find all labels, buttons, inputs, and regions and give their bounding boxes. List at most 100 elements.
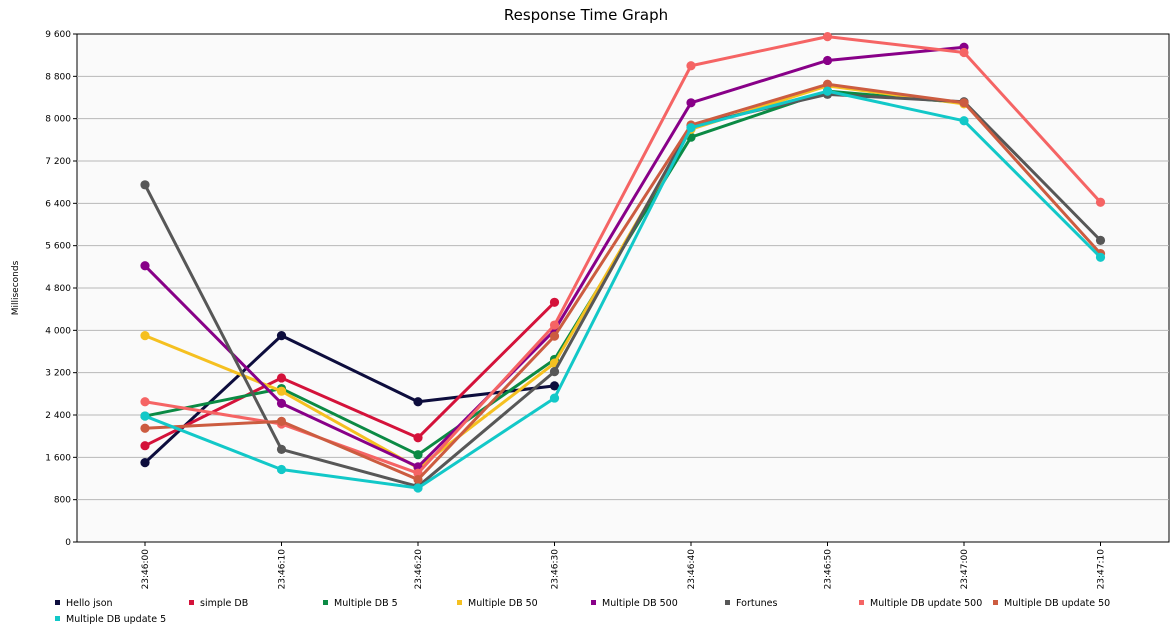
legend-swatch — [591, 600, 596, 605]
x-tick-label: 23:46:10 — [278, 549, 288, 590]
legend-swatch — [55, 600, 60, 605]
y-tick-label: 4 800 — [45, 284, 71, 294]
legend-swatch — [323, 600, 328, 605]
series-line — [144, 89, 1102, 490]
data-point — [959, 47, 969, 58]
data-point — [140, 423, 150, 433]
data-point — [686, 123, 696, 133]
data-point — [413, 474, 423, 485]
legend-swatch — [457, 600, 462, 605]
legend-label: Multiple DB update 500 — [870, 598, 982, 609]
data-point — [686, 61, 696, 71]
y-tick-label: 7 200 — [45, 157, 71, 167]
gridlines — [77, 75, 1169, 501]
y-tick-label: 2 400 — [45, 411, 71, 421]
data-point — [822, 32, 833, 42]
legend-item: simple DB — [189, 598, 248, 609]
legend-label: simple DB — [200, 598, 248, 609]
data-point — [549, 331, 560, 341]
data-point — [140, 441, 150, 451]
legend-item: Multiple DB 5 — [323, 598, 398, 609]
chart-title: Response Time Graph — [504, 6, 668, 24]
data-point — [276, 373, 287, 383]
data-point — [549, 367, 560, 377]
data-point — [276, 398, 287, 408]
y-tick-label: 5 600 — [45, 242, 71, 252]
x-tick-label: 23:46:50 — [824, 549, 834, 590]
x-tick-label: 23:46:20 — [414, 549, 424, 590]
legend-item: Multiple DB update 50 — [993, 598, 1110, 609]
legend-swatch — [725, 600, 730, 605]
data-point — [140, 411, 150, 421]
y-tick-label: 9 600 — [45, 30, 71, 40]
x-tick-label: 23:46:40 — [687, 549, 697, 590]
data-point — [276, 331, 287, 341]
x-tick-label: 23:47:10 — [1097, 549, 1107, 590]
data-point — [140, 331, 150, 341]
legend-label: Multiple DB update 5 — [66, 614, 166, 625]
data-point — [1095, 235, 1106, 245]
data-point — [1095, 197, 1106, 207]
x-tick-label: 23:46:00 — [141, 549, 151, 590]
y-tick-label: 3 200 — [45, 369, 71, 379]
x-axis-ticks: 23:46:00 23:46:10 23:46:20 23:46:30 23:46:40… — [141, 542, 1107, 589]
legend-item: Hello json — [55, 598, 113, 609]
legend-label: Fortunes — [736, 598, 777, 609]
data-point — [822, 86, 833, 96]
legend-item: Multiple DB update 5 — [55, 614, 166, 625]
data-point — [822, 79, 833, 89]
x-tick-label: 23:47:00 — [960, 549, 970, 590]
data-point — [549, 393, 560, 403]
x-tick-label: 23:46:30 — [551, 549, 561, 590]
data-point — [276, 444, 287, 454]
data-point — [413, 433, 423, 443]
legend-swatch — [189, 600, 194, 605]
legend-swatch — [55, 616, 60, 621]
series-layer — [140, 32, 1106, 493]
y-tick-label: 1 600 — [45, 453, 71, 463]
y-tick-label: 800 — [54, 496, 71, 506]
legend-label: Hello json — [66, 598, 113, 609]
legend-label: Multiple DB 5 — [334, 598, 398, 609]
data-point — [549, 381, 560, 391]
data-point — [413, 397, 423, 407]
y-tick-label: 8 800 — [45, 72, 71, 82]
data-point — [276, 386, 287, 396]
legend-item: Multiple DB 500 — [591, 598, 678, 609]
y-tick-label: 0 — [65, 538, 71, 548]
data-point — [276, 464, 287, 475]
y-tick-label: 8 000 — [45, 115, 71, 125]
series-multiple-db-update-5 — [140, 86, 1106, 493]
data-point — [549, 320, 560, 330]
data-point — [140, 458, 150, 468]
series-hello-json — [140, 331, 560, 468]
legend-label: Multiple DB update 50 — [1004, 598, 1110, 609]
data-point — [959, 98, 969, 108]
y-tick-label: 4 000 — [45, 326, 71, 336]
y-tick-label: 6 400 — [45, 199, 71, 209]
data-point — [413, 450, 423, 460]
data-point — [549, 297, 560, 307]
legend-swatch — [993, 600, 998, 605]
data-point — [413, 483, 423, 493]
legend-item: Multiple DB 50 — [457, 598, 538, 609]
y-axis-label: Milliseconds — [11, 260, 21, 315]
data-point — [1095, 252, 1106, 262]
legend-item: Multiple DB update 500 — [859, 598, 982, 609]
legend-label: Multiple DB 50 — [468, 598, 538, 609]
data-point — [276, 416, 287, 426]
legend-item: Fortunes — [725, 598, 777, 609]
data-point — [686, 98, 696, 108]
legend-label: Multiple DB 500 — [602, 598, 678, 609]
data-point — [140, 261, 150, 271]
y-axis-ticks: 0 800 1 600 2 400 3 200 4 000 4 800 5 600 6 400 7… — [45, 30, 77, 548]
series-line — [144, 82, 1102, 482]
data-point — [140, 397, 150, 407]
legend-swatch — [859, 600, 864, 605]
data-point — [959, 116, 969, 126]
legend: Hello json simple DB Multiple DB 5 Multiple… — [55, 598, 1110, 625]
series-line — [143, 334, 555, 464]
data-point — [822, 55, 833, 66]
data-point — [140, 180, 150, 190]
